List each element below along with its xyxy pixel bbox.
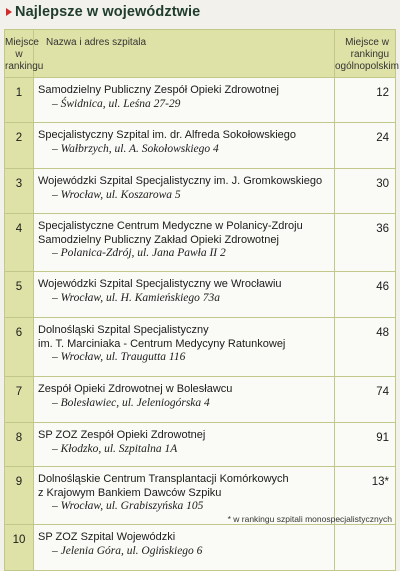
table-row: 8 SP ZOZ Zespół Opieki Zdrowotnej – Kłodzk… <box>4 422 396 467</box>
national-rank-cell <box>334 524 396 571</box>
hospital-name-line: Specjalistyczne Centrum Medyczne w Polan… <box>38 220 303 232</box>
table-row: 6 Dolnośląski Szpital Specjalistyczny im. … <box>4 317 396 377</box>
rank-cell: 3 <box>4 168 34 214</box>
hospital-address: – Wrocław, ul. Traugutta 116 <box>52 351 186 363</box>
rank-cell: 8 <box>4 422 34 467</box>
hospital-cell: SP ZOZ Zespół Opieki Zdrowotnej – Kłodzko… <box>33 422 335 467</box>
national-rank-cell: 30 <box>334 168 396 214</box>
arrow-icon <box>6 8 12 16</box>
national-rank-cell: 12 <box>334 77 396 123</box>
hospital-name-line: Zespół Opieki Zdrowotnej w Bolesławcu <box>38 383 233 395</box>
page-title: Najlepsze w województwie <box>6 4 200 20</box>
header-national: Miejsce w rankingu ogólnopolskim <box>334 29 399 78</box>
header-row: Miejsce w rankingu Nazwa i adres szpital… <box>4 29 399 78</box>
hospital-name-line: im. T. Marciniaka - Centrum Medycyny Rat… <box>38 337 286 350</box>
table-row: 10 SP ZOZ Szpital Wojewódzki – Jelenia Gór… <box>4 524 396 571</box>
national-rank-cell: 74 <box>334 376 396 423</box>
hospital-cell: Dolnośląski Szpital Specjalistyczny im. T… <box>33 317 335 377</box>
table-row: 5 Wojewódzki Szpital Specjalistyczny we W… <box>4 271 396 318</box>
hospital-address: – Wrocław, ul. H. Kamieńskiego 73a <box>52 291 221 304</box>
table-row: 1 Samodzielny Publiczny Zespół Opieki Zdr… <box>4 77 396 123</box>
hospital-name-line: Samodzielny Publiczny Zespół Opieki Zdro… <box>38 84 279 96</box>
hospital-address: – Wrocław, ul. Koszarowa 5 <box>52 188 181 201</box>
header-name: Nazwa i adres szpitala <box>33 29 335 78</box>
hospital-name-line: Wojewódzki Szpital Specjalistyczny im. J… <box>38 175 323 187</box>
national-rank-cell: 46 <box>334 271 396 318</box>
hospital-name-line: z Krajowym Bankiem Dawców Szpiku <box>38 486 222 499</box>
table-row: 9 Dolnośląskie Centrum Transplantacji Kom… <box>4 466 396 525</box>
table-row: 7 Zespół Opieki Zdrowotnej w Bolesławcu – … <box>4 376 396 423</box>
hospital-cell: Wojewódzki Szpital Specjalistyczny we Wr… <box>33 271 335 318</box>
hospital-cell: Wojewódzki Szpital Specjalistyczny im. J… <box>33 168 335 214</box>
national-rank-cell: 48 <box>334 317 396 377</box>
rank-cell: 4 <box>4 213 34 272</box>
table-row: 4 Specjalistyczne Centrum Medyczne w Pola… <box>4 213 396 272</box>
rank-cell: 7 <box>4 376 34 423</box>
ranking-table: Miejsce w rankingu Nazwa i adres szpital… <box>4 29 399 571</box>
hospital-name-line: Specjalistyczny Szpital im. dr. Alfreda … <box>38 129 297 141</box>
table-row: 3 Wojewódzki Szpital Specjalistyczny im. … <box>4 168 396 214</box>
rank-cell: 2 <box>4 122 34 169</box>
national-rank-cell: 13* <box>334 466 396 525</box>
hospital-cell: Specjalistyczne Centrum Medyczne w Polan… <box>33 213 335 272</box>
hospital-name-line: Samodzielny Publiczny Zakład Opieki Zdro… <box>38 233 279 246</box>
hospital-address: – Wałbrzych, ul. A. Sokołowskiego 4 <box>52 142 219 155</box>
hospital-name-line: Dolnośląskie Centrum Transplantacji Komó… <box>38 473 289 485</box>
rank-cell: 6 <box>4 317 34 377</box>
hospital-cell: Specjalistyczny Szpital im. dr. Alfreda … <box>33 122 335 169</box>
national-rank-cell: 24 <box>334 122 396 169</box>
national-rank-cell: 91 <box>334 422 396 467</box>
rank-cell: 1 <box>4 77 34 123</box>
footnote: * w rankingu szpitali monospecjalistyczn… <box>227 514 392 524</box>
hospital-name-line: Wojewódzki Szpital Specjalistyczny we Wr… <box>38 278 282 290</box>
rank-cell: 10 <box>4 524 34 571</box>
hospital-address: – Wrocław, ul. Grabiszyńska 105 <box>52 500 204 512</box>
rank-cell: 9 <box>4 466 34 525</box>
header-rank: Miejsce w rankingu <box>4 29 43 78</box>
hospital-cell: SP ZOZ Szpital Wojewódzki – Jelenia Góra,… <box>33 524 335 571</box>
hospital-address: – Kłodzko, ul. Szpitalna 1A <box>52 442 178 455</box>
title-text: Najlepsze w województwie <box>15 4 201 20</box>
hospital-cell: Zespół Opieki Zdrowotnej w Bolesławcu – B… <box>33 376 335 423</box>
hospital-name-line: Dolnośląski Szpital Specjalistyczny <box>38 324 209 336</box>
table-row: 2 Specjalistyczny Szpital im. dr. Alfreda… <box>4 122 396 169</box>
hospital-address: – Bolesławiec, ul. Jeleniogórska 4 <box>52 396 210 409</box>
hospital-cell: Dolnośląskie Centrum Transplantacji Komó… <box>33 466 335 525</box>
hospital-address: – Jelenia Góra, ul. Ogińskiego 6 <box>52 544 203 557</box>
hospital-cell: Samodzielny Publiczny Zespół Opieki Zdro… <box>33 77 335 123</box>
rank-cell: 5 <box>4 271 34 318</box>
hospital-name-line: SP ZOZ Zespół Opieki Zdrowotnej <box>38 429 206 441</box>
national-rank-cell: 36 <box>334 213 396 272</box>
hospital-address: – Świdnica, ul. Leśna 27-29 <box>52 97 181 110</box>
hospital-address: – Polanica-Zdrój, ul. Jana Pawła II 2 <box>52 247 226 259</box>
